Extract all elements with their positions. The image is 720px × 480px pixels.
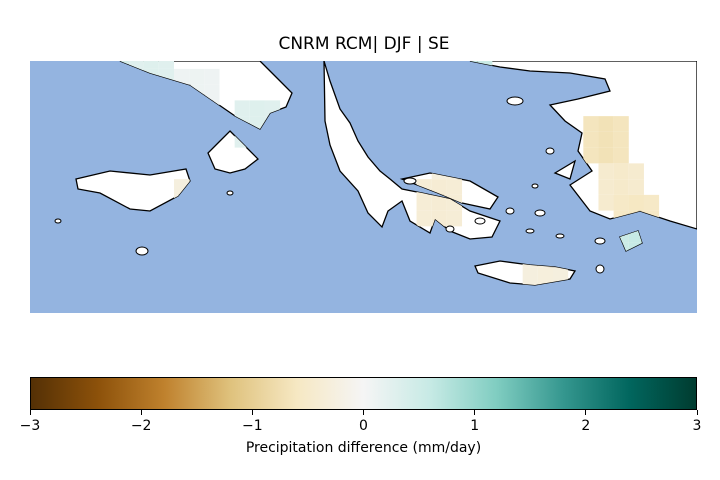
colorbar-tick-mark	[585, 410, 587, 415]
precip-cell	[431, 179, 447, 195]
colorbar-tick-label: 0	[359, 418, 368, 434]
precip-cell	[249, 100, 265, 117]
colorbar-tick-mark	[696, 410, 698, 415]
precip-cell	[158, 61, 175, 69]
precip-cell	[416, 194, 432, 211]
precip-cell	[583, 116, 599, 132]
precip-cell	[598, 131, 614, 148]
precip-cell	[128, 61, 144, 69]
precip-cell	[522, 267, 538, 284]
precip-cell	[446, 179, 463, 195]
precip-cell	[204, 68, 220, 85]
greece-land	[323, 61, 501, 240]
precip-cell	[583, 131, 599, 148]
precip-cell	[598, 116, 614, 132]
precip-cell	[613, 116, 629, 132]
precip-cell	[416, 210, 432, 227]
precip-cell	[522, 283, 538, 285]
precip-cell	[628, 194, 644, 211]
precip-cell	[613, 131, 629, 148]
colorbar-tick-mark	[474, 410, 476, 415]
precip-cell	[143, 61, 159, 69]
precip-cell	[204, 84, 220, 101]
precip-cell	[643, 194, 660, 211]
colorbar-tick-mark	[140, 410, 142, 415]
colorbar-tick-label: −2	[130, 418, 152, 434]
precip-cell	[613, 194, 629, 211]
precip-cell	[431, 194, 447, 211]
colorbar-label: Precipitation difference (mm/day)	[245, 440, 482, 456]
aegean-islands	[54, 96, 606, 274]
precip-cell	[628, 179, 644, 195]
colorbar-tick-mark	[251, 410, 253, 415]
colorbar-tick-label: 3	[692, 418, 702, 434]
precip-cell	[189, 68, 205, 85]
precip-cell	[613, 163, 629, 180]
precip-cell	[174, 68, 190, 85]
precip-cell	[583, 147, 599, 164]
precip-cell	[446, 210, 463, 227]
precipitation-map	[30, 61, 697, 313]
precip-cell	[552, 267, 569, 284]
colorbar-tick-mark	[29, 410, 31, 415]
colorbar-tick-label: 1	[470, 418, 480, 434]
precip-cell	[613, 179, 629, 195]
precip-cell	[598, 163, 614, 180]
precip-cell	[613, 147, 629, 164]
colorbar-tick-mark	[363, 410, 364, 415]
map-title: CNRM RCM| DJF | SE	[278, 34, 450, 54]
precip-cell	[598, 147, 614, 164]
precip-cell	[628, 163, 644, 180]
precip-cell	[537, 267, 553, 284]
precip-cell	[598, 194, 614, 211]
precip-cell	[234, 100, 250, 117]
precip-cell	[598, 179, 614, 195]
lesbos-land	[553, 159, 577, 180]
calabria-land	[207, 130, 259, 174]
colorbar-tick-label: −3	[19, 418, 41, 434]
colorbar-tick-label: −1	[242, 418, 263, 434]
colorbar	[30, 377, 697, 410]
colorbar-tick-label: 2	[581, 418, 591, 434]
